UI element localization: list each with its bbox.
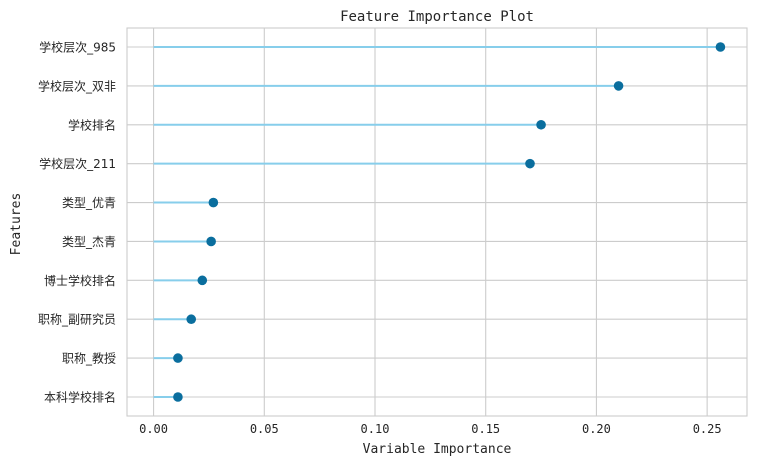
y-tick-label: 学校排名	[68, 117, 116, 132]
y-tick-label: 学校层次_211	[39, 156, 116, 171]
importance-point	[715, 42, 726, 52]
y-axis-label: Features	[9, 193, 24, 256]
y-tick-label: 学校层次_985	[39, 40, 116, 55]
x-axis-label: Variable Importance	[363, 442, 512, 457]
marker-points	[173, 42, 726, 402]
chart-title: Feature Importance Plot	[340, 9, 534, 25]
x-tick-label: 0.00	[139, 422, 168, 436]
x-tick-label: 0.10	[361, 422, 390, 436]
y-tick-label: 本科学校排名	[44, 390, 116, 405]
y-tick-label: 职称_教授	[62, 351, 116, 366]
x-tick-label: 0.05	[250, 422, 279, 436]
axes: 0.00 0.05 0.10 0.15 0.20 0.25学校层次_985学校层次_双非学…	[38, 27, 748, 436]
importance-point	[206, 236, 216, 247]
y-tick-label: 类型_杰青	[62, 235, 116, 249]
importance-point	[173, 392, 183, 402]
x-tick-label: 0.15	[471, 422, 500, 436]
importance-point	[536, 119, 546, 130]
x-tick-label: 0.20	[582, 422, 611, 436]
y-tick-label: 职称_副研究员	[38, 312, 116, 327]
importance-point	[173, 353, 183, 363]
x-tick-label: 0.25	[693, 422, 722, 436]
importance-point	[525, 158, 535, 169]
importance-point	[186, 314, 197, 325]
y-tick-label: 类型_优青	[62, 196, 116, 210]
importance-point	[613, 81, 624, 91]
importance-point	[197, 275, 208, 286]
plot-frame	[126, 27, 748, 417]
y-tick-label: 博士学校排名	[44, 273, 116, 288]
y-tick-label: 学校层次_双非	[38, 78, 116, 93]
importance-point	[208, 197, 219, 208]
